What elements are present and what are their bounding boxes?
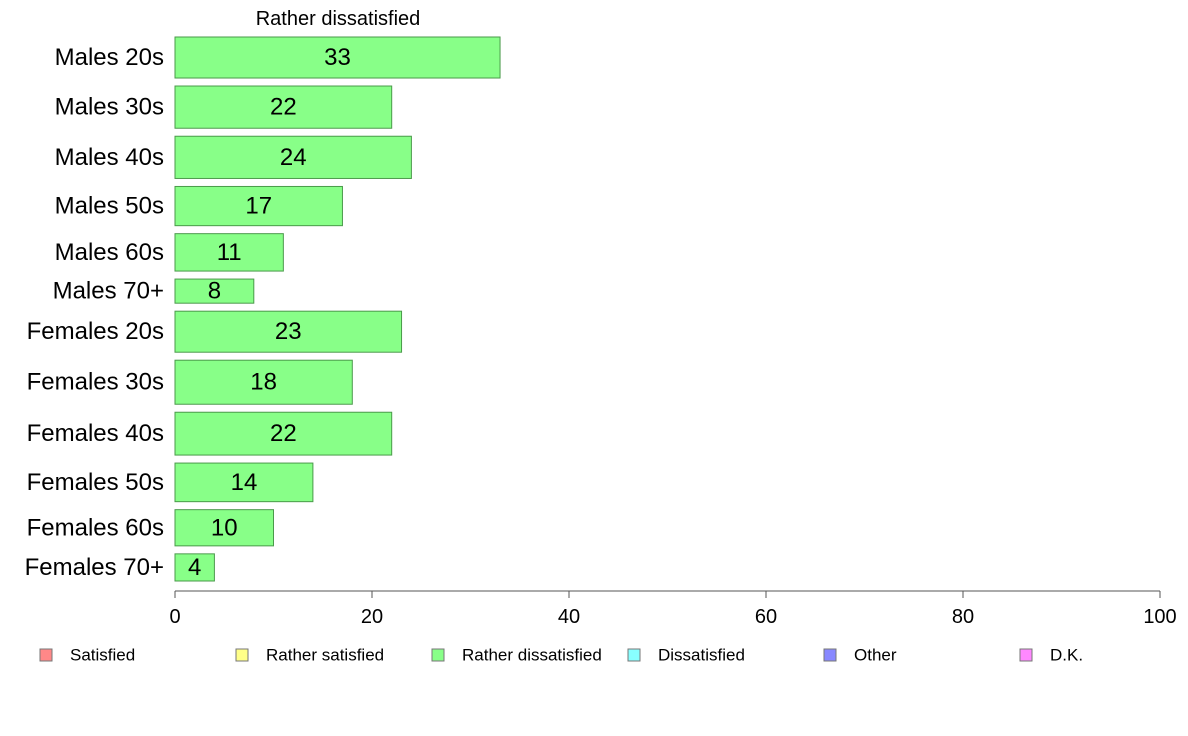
bar-value-label: 8 (208, 278, 221, 305)
legend-swatch (39, 648, 53, 662)
category-label: Males 60s (55, 239, 164, 266)
legend-label: Rather satisfied (266, 646, 384, 665)
bars-group: 33 Males 20s 22 Males 30s 24 Males 40s 17 Males… (25, 36, 501, 582)
x-tick-label: 0 (169, 606, 180, 628)
bar (174, 553, 215, 582)
category-label: Males 30s (55, 94, 164, 121)
bar (174, 278, 255, 304)
legend-swatch (823, 648, 837, 662)
bar-value-label: 33 (324, 44, 351, 71)
x-tick-label: 20 (361, 606, 383, 628)
x-tick-label: 100 (1143, 606, 1176, 628)
x-tick-label: 40 (558, 606, 580, 628)
bar (174, 135, 412, 179)
x-tick-label: 80 (952, 606, 974, 628)
legend: Satisfied Rather satisfied Rather dissatis… (39, 646, 1083, 665)
bar-value-label: 10 (211, 514, 238, 541)
category-label: Females 40s (27, 420, 164, 447)
legend-swatch (235, 648, 249, 662)
bar-value-label: 17 (245, 193, 272, 220)
category-label: Females 60s (27, 514, 164, 541)
bar (174, 411, 393, 456)
legend-swatch (1019, 648, 1033, 662)
x-tick-label: 60 (755, 606, 777, 628)
chart-title: Rather dissatisfied (256, 8, 421, 30)
bar-value-label: 11 (217, 239, 242, 266)
legend-label: D.K. (1050, 646, 1083, 665)
bar (174, 233, 284, 272)
category-label: Males 70+ (53, 278, 164, 305)
x-axis: 0 20 40 60 80 100 (169, 590, 1177, 628)
bar-value-label: 4 (188, 554, 201, 581)
bar (174, 359, 353, 405)
category-label: Males 40s (55, 144, 164, 171)
legend-label: Other (854, 646, 897, 665)
legend-swatch (431, 648, 445, 662)
bar-value-label: 22 (270, 94, 297, 121)
category-label: Males 50s (55, 193, 164, 220)
category-label: Females 70+ (25, 554, 164, 581)
category-label: Males 20s (55, 44, 164, 71)
bar (174, 509, 274, 547)
legend-label: Dissatisfied (658, 646, 745, 665)
bar (174, 36, 501, 79)
bar (174, 85, 393, 129)
bar-value-label: 18 (250, 369, 277, 396)
category-label: Females 30s (27, 369, 164, 396)
bar (174, 310, 403, 353)
bar-value-label: 23 (275, 318, 302, 345)
bar-value-label: 22 (270, 420, 297, 447)
legend-swatch (627, 648, 641, 662)
category-label: Females 20s (27, 318, 164, 345)
bar-value-label: 14 (231, 469, 258, 496)
legend-label: Satisfied (70, 646, 135, 665)
bar (174, 462, 314, 503)
bar-value-label: 24 (280, 144, 307, 171)
category-label: Females 50s (27, 469, 164, 496)
legend-label: Rather dissatisfied (462, 646, 602, 665)
bar (174, 185, 343, 227)
